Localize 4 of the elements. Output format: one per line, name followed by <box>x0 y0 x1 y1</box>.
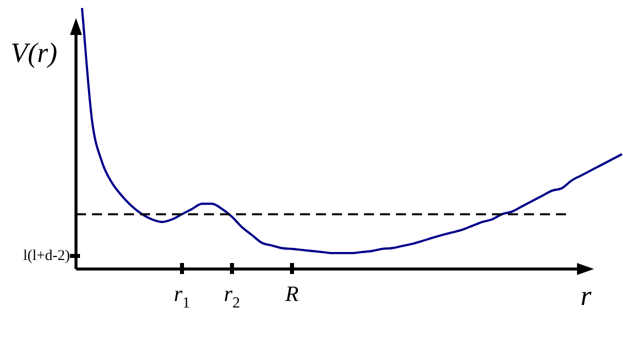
x-axis-title: r <box>580 281 592 312</box>
y-axis-title: V(r) <box>10 38 58 69</box>
x-tick-label: R <box>284 281 300 306</box>
ref-line-label: l(l+d-2) <box>23 248 70 264</box>
